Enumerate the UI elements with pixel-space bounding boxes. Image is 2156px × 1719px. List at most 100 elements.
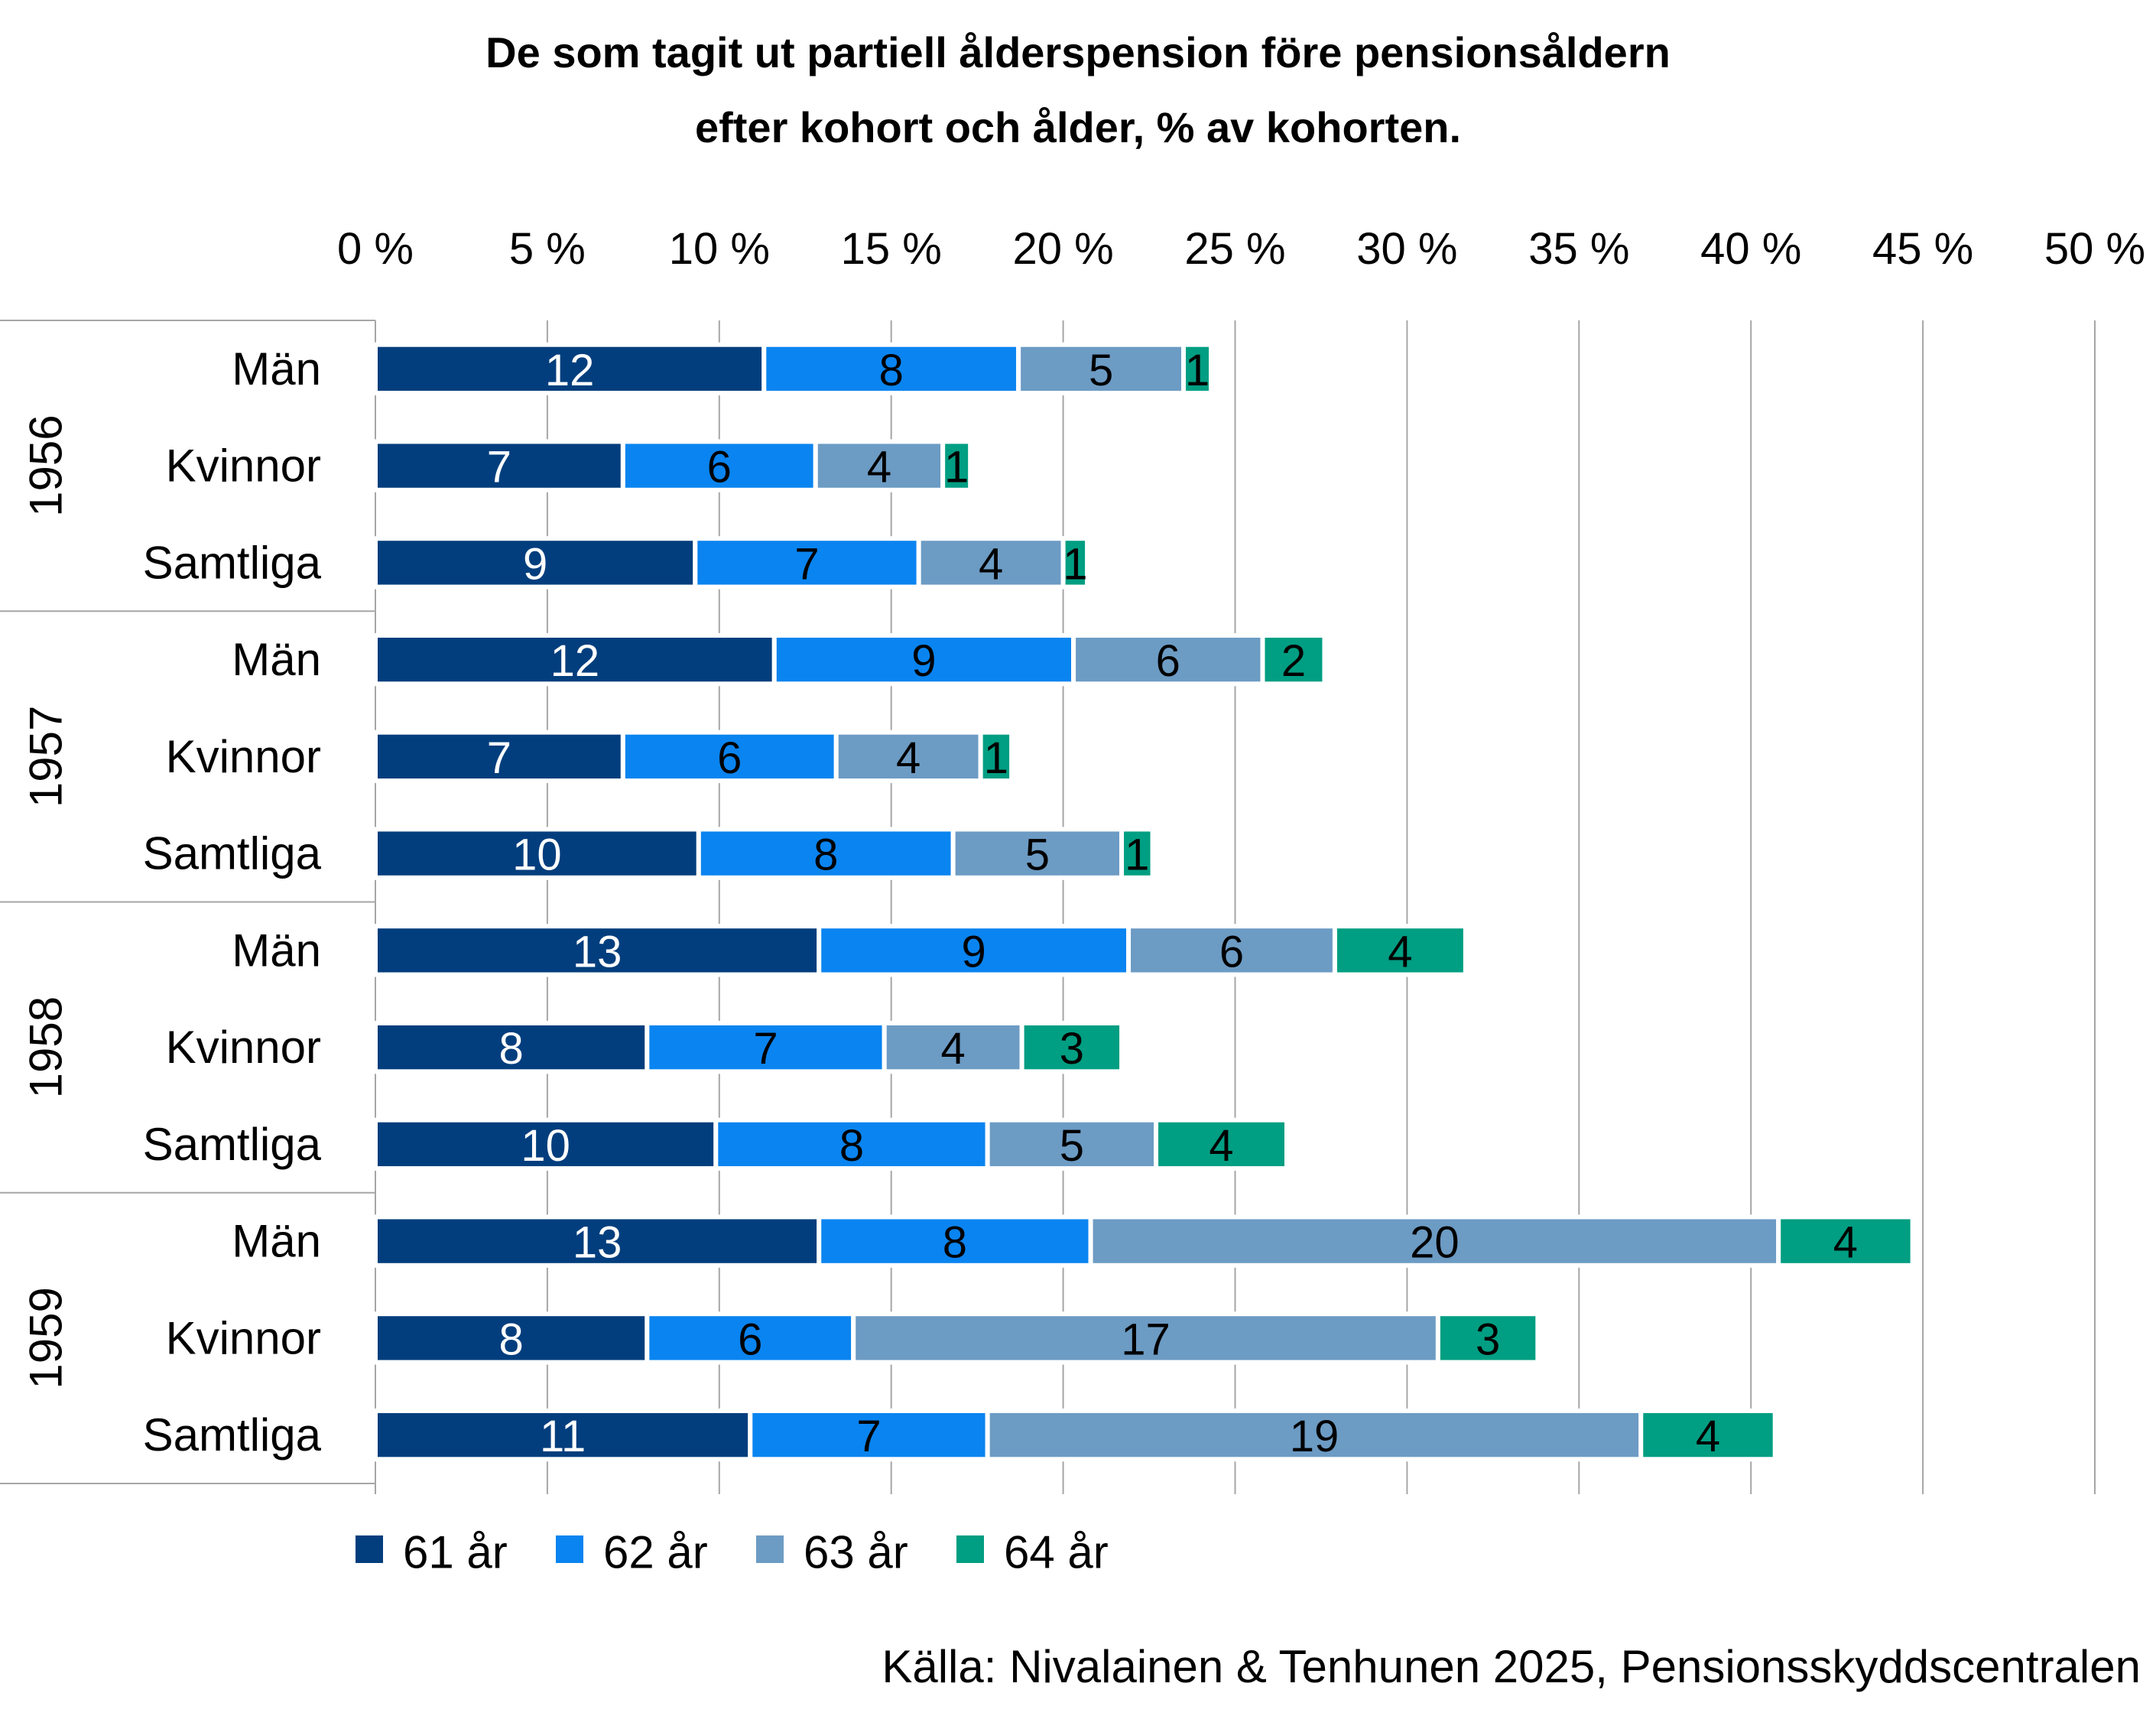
x-tick-label: 5 % bbox=[509, 224, 586, 274]
bar-segment bbox=[833, 730, 983, 784]
bar-segment bbox=[1776, 1214, 1915, 1268]
data-label: 8 bbox=[879, 346, 904, 395]
data-label: 4 bbox=[1209, 1121, 1233, 1171]
category-label: Män bbox=[232, 1216, 321, 1267]
data-label: 8 bbox=[499, 1024, 524, 1074]
bar-segment bbox=[713, 1117, 990, 1171]
bar-segment bbox=[1119, 827, 1155, 880]
data-label: 20 bbox=[1410, 1218, 1460, 1268]
data-label: 9 bbox=[523, 539, 547, 589]
bar-segment bbox=[1260, 632, 1327, 687]
legend-swatch bbox=[556, 1535, 583, 1563]
data-label: 2 bbox=[1281, 636, 1306, 686]
data-label: 6 bbox=[707, 443, 732, 492]
data-label: 1 bbox=[1185, 346, 1210, 395]
data-label: 8 bbox=[499, 1314, 524, 1364]
group-label: 1956 bbox=[21, 414, 72, 516]
legend-swatch bbox=[756, 1535, 784, 1563]
data-label: 12 bbox=[545, 346, 595, 395]
data-label: 7 bbox=[753, 1024, 778, 1074]
category-label: Kvinnor bbox=[166, 1312, 321, 1363]
data-label: 4 bbox=[1696, 1412, 1720, 1461]
bar-segment bbox=[696, 827, 956, 880]
category-label: Kvinnor bbox=[166, 1022, 321, 1073]
legend-label: 63 år bbox=[804, 1527, 908, 1578]
data-label: 6 bbox=[1156, 636, 1180, 686]
data-label: 1 bbox=[1125, 830, 1149, 880]
legend-label: 62 år bbox=[603, 1527, 708, 1578]
bar-segment bbox=[1071, 632, 1265, 687]
bar-segment bbox=[940, 439, 973, 492]
data-label: 8 bbox=[943, 1218, 967, 1268]
category-label: Samtliga bbox=[143, 828, 322, 879]
bar-segment bbox=[817, 1214, 1093, 1268]
data-label: 10 bbox=[512, 830, 562, 880]
bar-segment bbox=[1016, 342, 1187, 396]
data-label: 7 bbox=[794, 539, 819, 589]
bar-segment bbox=[1638, 1408, 1778, 1462]
bar-segment bbox=[851, 1311, 1440, 1365]
legend-swatch bbox=[956, 1535, 984, 1563]
x-tick-label: 35 % bbox=[1528, 224, 1629, 274]
data-label: 9 bbox=[962, 927, 986, 976]
data-label: 10 bbox=[521, 1121, 570, 1171]
data-label: 6 bbox=[717, 733, 742, 783]
x-tick-label: 20 % bbox=[1012, 224, 1113, 274]
data-label: 4 bbox=[1833, 1218, 1858, 1268]
bar-segment bbox=[620, 730, 839, 784]
category-label: Kvinnor bbox=[166, 731, 321, 782]
legend-label: 61 år bbox=[403, 1527, 508, 1578]
group-label: 1958 bbox=[21, 996, 72, 1098]
chart-title-line-1: De som tagit ut partiell ålderspension f… bbox=[485, 28, 1671, 76]
data-label: 6 bbox=[1219, 927, 1244, 976]
data-label: 11 bbox=[540, 1412, 586, 1461]
data-label: 5 bbox=[1060, 1121, 1084, 1171]
category-label: Kvinnor bbox=[166, 440, 321, 492]
data-label: 17 bbox=[1121, 1314, 1171, 1364]
bar-segment bbox=[1126, 924, 1337, 977]
data-label: 4 bbox=[867, 443, 891, 492]
group-label: 1959 bbox=[21, 1287, 72, 1389]
bar-segment bbox=[1154, 1117, 1289, 1171]
category-label: Män bbox=[232, 924, 321, 976]
data-label: 4 bbox=[896, 733, 921, 783]
x-tick-label: 15 % bbox=[841, 224, 942, 274]
data-label: 1 bbox=[944, 443, 969, 492]
x-tick-label: 10 % bbox=[669, 224, 770, 274]
data-label: 4 bbox=[979, 539, 1003, 589]
bars: 12 8 5 17 6 4 19 7 4 112 9 6 27 6 4 110 8 5 113 9 6 48 7 4 310 8 5… bbox=[373, 342, 1915, 1462]
bar-segment bbox=[817, 924, 1132, 977]
category-label: Samtliga bbox=[143, 1409, 322, 1461]
x-tick-label: 0 % bbox=[337, 224, 414, 274]
bar-segment bbox=[978, 730, 1015, 784]
category-label: Samtliga bbox=[143, 537, 322, 588]
category-axis: 1956 Män Kvinnor Samtliga 1957 Män Kvinnor Samt… bbox=[0, 320, 376, 1494]
bar-segment bbox=[1435, 1311, 1541, 1365]
data-label: 7 bbox=[856, 1412, 881, 1461]
data-label: 3 bbox=[1476, 1314, 1500, 1364]
data-label: 5 bbox=[1025, 830, 1050, 880]
data-label: 19 bbox=[1290, 1412, 1339, 1461]
category-label: Män bbox=[232, 634, 321, 685]
bar-segment bbox=[373, 439, 625, 492]
x-tick-label: 25 % bbox=[1184, 224, 1285, 274]
bar-segment bbox=[916, 536, 1066, 590]
data-label: 12 bbox=[550, 636, 600, 686]
bar-segment bbox=[985, 1408, 1644, 1462]
data-label: 7 bbox=[487, 733, 511, 783]
bar-segment bbox=[1019, 1020, 1125, 1074]
data-label: 6 bbox=[738, 1314, 762, 1364]
x-axis-ticks: 0 % 5 % 10 % 15 % 20 % 25 % 30 % 35 % 40 % 45 % 50… bbox=[337, 224, 2145, 274]
data-label: 1 bbox=[984, 733, 1008, 783]
bar-segment bbox=[813, 439, 946, 492]
chart-title-line-2: efter kohort och ålder, % av kohorten. bbox=[695, 103, 1461, 151]
data-label: 7 bbox=[487, 443, 511, 492]
data-label: 8 bbox=[813, 830, 838, 880]
bar-segment bbox=[761, 342, 1021, 396]
data-label: 3 bbox=[1060, 1024, 1084, 1074]
bar-segment bbox=[373, 1408, 753, 1462]
data-label: 5 bbox=[1089, 346, 1113, 395]
bar-segment bbox=[1332, 924, 1468, 977]
gridlines bbox=[546, 320, 2096, 1494]
